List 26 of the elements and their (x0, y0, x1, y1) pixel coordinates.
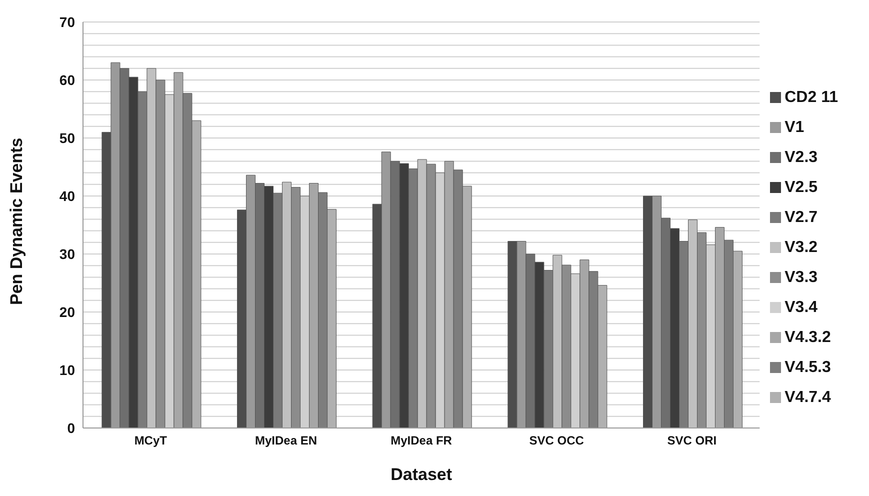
x-tick-label: SVC OCC (529, 434, 584, 448)
legend-label: V4.3.2 (784, 329, 831, 346)
legend-label: V2.7 (784, 209, 818, 226)
legend-label: V1 (784, 119, 804, 136)
x-tick-label: SVC ORI (667, 434, 717, 448)
x-tick-label: MyIDea EN (254, 434, 318, 448)
y-tick-label: 0 (67, 420, 76, 436)
y-tick-label: 20 (59, 304, 76, 320)
legend-label: V3.3 (784, 269, 818, 286)
legend-label: V3.2 (784, 239, 818, 256)
legend-label: V2.3 (784, 149, 818, 166)
x-tick-label: MyIDea FR (390, 434, 452, 448)
x-tick-label: MCyT (134, 434, 168, 448)
x-axis-title: Dataset (390, 465, 452, 484)
y-tick-label: 30 (59, 246, 76, 262)
y-tick-label: 10 (59, 362, 76, 378)
legend-label: V4.7.4 (784, 389, 831, 406)
y-tick-label: 60 (59, 72, 76, 88)
legend-label: V3.4 (784, 299, 818, 316)
legend-label: CD2 11 (784, 89, 838, 106)
legend-label: V4.5.3 (784, 359, 831, 376)
y-tick-label: 40 (59, 188, 76, 204)
y-axis-title: Pen Dynamic Events (7, 138, 26, 305)
y-tick-label: 70 (59, 14, 76, 30)
y-tick-label: 50 (59, 130, 76, 146)
legend-label: V2.5 (784, 179, 818, 196)
